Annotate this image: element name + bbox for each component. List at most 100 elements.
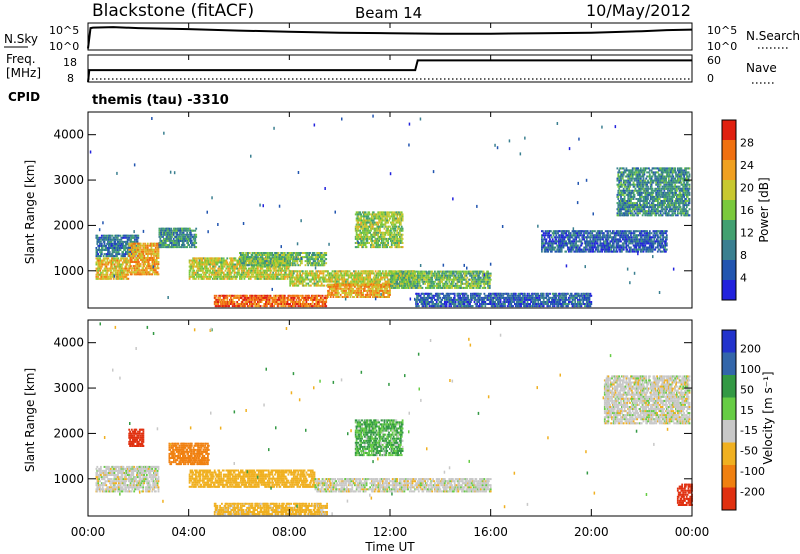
heatmap-cell-3287 <box>343 291 346 294</box>
heatmap-cell-4564 <box>398 225 400 228</box>
heatmap-cell-159 <box>115 259 118 262</box>
heatmap-cell-1264 <box>189 259 192 262</box>
heatmap-cell-2459 <box>320 254 323 256</box>
heatmap-cell-2596 <box>310 284 312 287</box>
heatmap-cell-1980 <box>280 277 283 280</box>
heatmap-cell-4766 <box>412 276 415 279</box>
heatmap-cell-971 <box>159 239 162 242</box>
heatmap-cell-1519 <box>221 267 224 270</box>
heatmap-cell-916 <box>154 242 156 245</box>
heatmap-cell-1871 <box>267 275 270 278</box>
heatmap-cell-786 <box>143 259 146 261</box>
heatmap-cell-93 <box>106 273 109 276</box>
heatmap-cell-4654 <box>395 274 398 277</box>
heatmap-cell-4837 <box>423 272 426 275</box>
heatmap-cell-4197 <box>368 225 371 228</box>
heatmap-cell-2757 <box>339 274 342 277</box>
heatmap-cell-4667 <box>398 286 400 289</box>
heatmap-cell-1589 <box>231 277 234 280</box>
heatmap-cell-3250 <box>335 296 337 298</box>
heatmap-cell-1216 <box>189 235 192 238</box>
heatmap-cell-3553 <box>221 303 224 305</box>
heatmap-cell-1821 <box>261 265 264 268</box>
heatmap-cell-1583 <box>230 271 233 274</box>
heatmap-cell-610 <box>128 248 131 251</box>
heatmap-cell-4725 <box>406 274 408 277</box>
heatmap-cell-3002 <box>379 280 381 283</box>
heatmap-cell-110 <box>109 273 111 276</box>
heatmap-cell-3791 <box>277 305 280 308</box>
heatmap-cell-1420 <box>210 275 212 278</box>
heatmap-cell-2734 <box>335 272 337 275</box>
heatmap-cell-4007 <box>354 246 357 249</box>
heatmap-cell-156 <box>115 273 118 276</box>
heatmap-cell-912 <box>154 252 156 255</box>
heatmap-cell-4610 <box>401 219 404 222</box>
heatmap-cell-3290 <box>343 283 346 286</box>
heatmap-cell-4747 <box>408 274 411 277</box>
heatmap-cell-4198 <box>368 219 371 222</box>
heatmap-cell-4887 <box>431 278 434 281</box>
heatmap-cell-1362 <box>202 261 204 264</box>
heatmap-cell-2750 <box>338 282 341 285</box>
heatmap-cell-3220 <box>329 296 332 298</box>
heatmap-cell-4102 <box>362 246 364 249</box>
heatmap-cell-4917 <box>436 278 439 281</box>
heatmap-cell-2221 <box>274 258 276 261</box>
heatmap-cell-3871 <box>294 305 297 308</box>
heatmap-cell-3933 <box>309 305 311 308</box>
heatmap-cell-3989 <box>322 305 325 308</box>
heatmap-cell-1194 <box>186 229 189 232</box>
heatmap-cell-3334 <box>353 296 355 298</box>
heatmap-cell-824 <box>146 263 149 266</box>
heatmap-cell-1409 <box>208 263 211 266</box>
heatmap-cell-861 <box>150 269 153 272</box>
heatmap-cell-133 <box>111 263 114 266</box>
heatmap-cell-2463 <box>321 256 324 259</box>
heatmap-cell-792 <box>144 263 147 266</box>
heatmap-cell-4807 <box>418 282 421 285</box>
heatmap-cell-957 <box>157 248 160 251</box>
heatmap-cell-478 <box>122 251 125 254</box>
heatmap-cell-716 <box>138 267 140 270</box>
heatmap-cell-3418 <box>372 296 374 298</box>
heatmap-cell-3670 <box>248 294 251 297</box>
heatmap-cell-2252 <box>280 256 283 259</box>
heatmap-cell-689 <box>135 250 138 253</box>
heatmap-cell-4719 <box>405 276 408 279</box>
heatmap-cell-215 <box>121 267 124 270</box>
heatmap-cell-2607 <box>311 274 314 277</box>
nave-label: Nave <box>746 61 777 75</box>
heatmap-cell-3539 <box>218 298 221 301</box>
heatmap-cell-2262 <box>282 260 284 263</box>
heatmap-cell-856 <box>149 250 152 253</box>
heatmap-cell-3021 <box>382 276 385 279</box>
heatmap-cell-311 <box>101 249 104 251</box>
heatmap-cell-4950 <box>441 276 443 279</box>
heatmap-cell-4244 <box>372 244 375 246</box>
heatmap-cell-1673 <box>242 275 245 278</box>
heatmap-cell-1066 <box>170 227 172 230</box>
heatmap-cell-1983 <box>280 269 283 272</box>
heatmap-cell-273 <box>96 242 99 245</box>
heatmap-cell-2629 <box>316 284 319 287</box>
heatmap-cell-261 <box>127 259 130 262</box>
heatmap-cell-2057 <box>240 256 243 259</box>
heatmap-cell-3967 <box>316 294 319 297</box>
heatmap-cell-3741 <box>266 305 268 308</box>
heatmap-cell-73 <box>103 259 106 262</box>
heatmap-cell-4604 <box>401 246 404 249</box>
heatmap-cell-3825 <box>283 298 286 301</box>
heatmap-cell-3020 <box>382 282 385 285</box>
heatmap-cell-427 <box>116 255 118 258</box>
heatmap-cell-754 <box>140 248 143 251</box>
cpid-label: CPID <box>8 90 40 104</box>
heatmap-cell-915 <box>154 244 156 247</box>
heatmap-cell-4465 <box>390 246 393 249</box>
heatmap-cell-865 <box>150 254 153 257</box>
heatmap-cell-2213 <box>272 254 275 256</box>
heatmap-cell-1834 <box>263 269 266 272</box>
heatmap-cell-4013 <box>354 225 357 228</box>
heatmap-cell-4426 <box>386 213 389 216</box>
heatmap-cell-2700 <box>329 276 332 279</box>
